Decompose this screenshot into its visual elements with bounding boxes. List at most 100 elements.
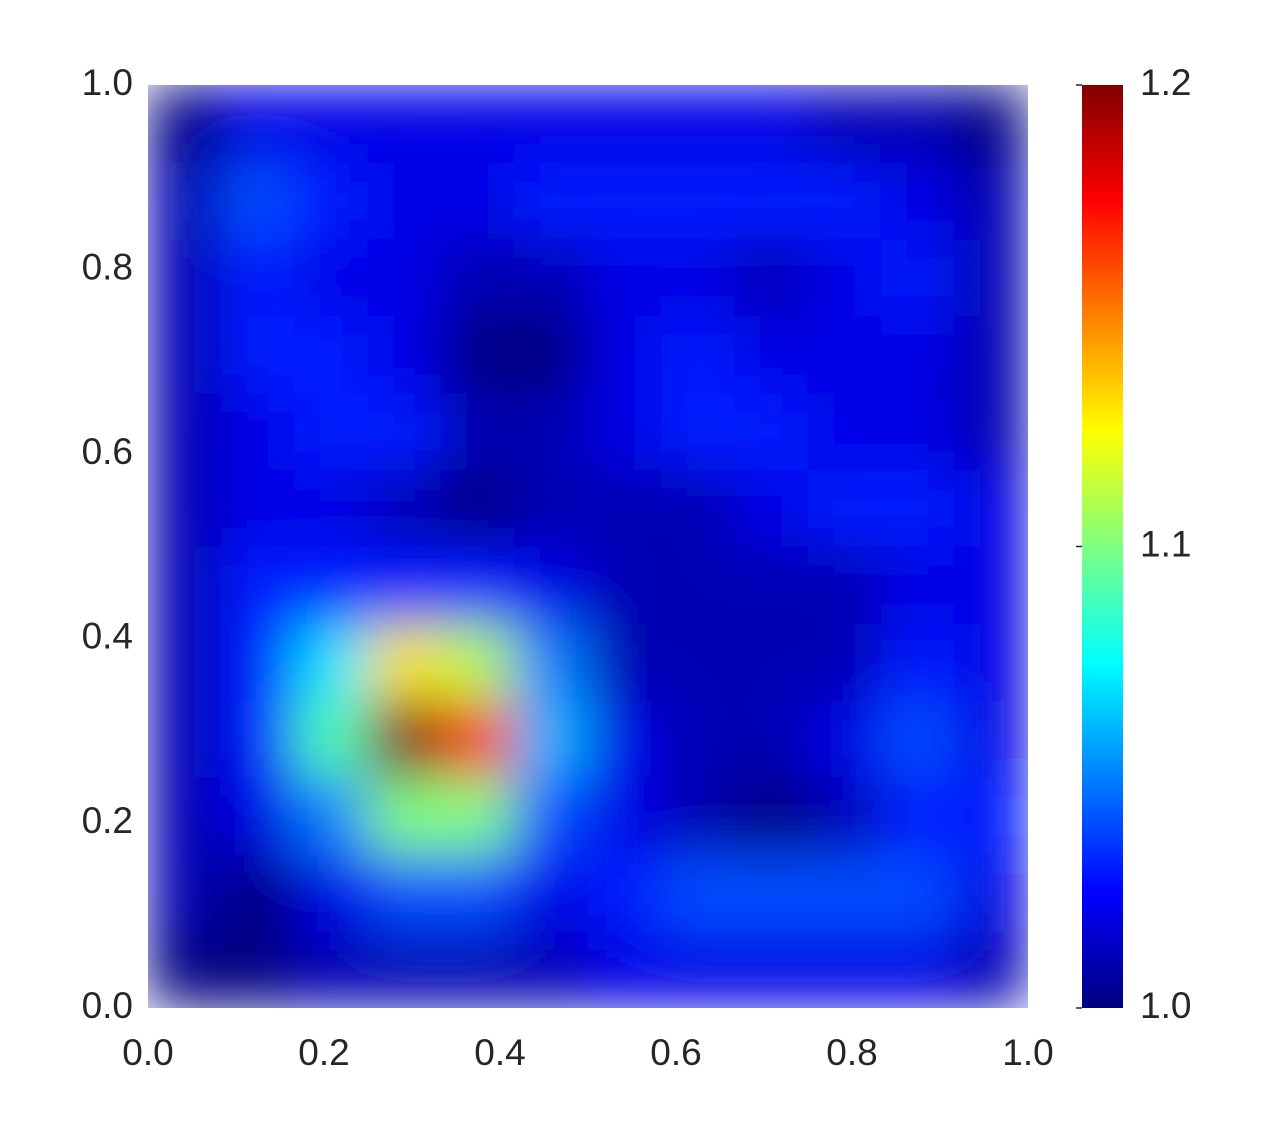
heat-cell — [220, 238, 296, 316]
heat-cell — [440, 161, 516, 240]
heat-cell — [880, 622, 956, 701]
heat-cell — [367, 622, 443, 701]
x-tick-label: 0.6 — [650, 1032, 701, 1073]
heat-cell — [293, 546, 369, 625]
heat-cell — [220, 85, 296, 163]
heat-cell — [440, 699, 516, 778]
heat-cell — [367, 777, 443, 855]
heat-cell — [660, 238, 736, 316]
heat-cell — [513, 546, 589, 625]
heat-cell — [148, 777, 223, 855]
heat-cell — [440, 546, 516, 625]
heat-cell — [148, 238, 223, 316]
heat-cell — [587, 853, 663, 932]
y-tick-label: 0.0 — [82, 985, 133, 1026]
heat-cell — [148, 85, 223, 163]
heat-cell — [293, 315, 369, 394]
heat-cell — [513, 238, 589, 316]
heat-cell — [880, 392, 956, 471]
x-tick-label: 1.0 — [1002, 1032, 1053, 1073]
heat-cell — [293, 777, 369, 855]
heat-cell — [220, 777, 296, 855]
heat-cell — [367, 546, 443, 625]
heat-cell — [880, 468, 956, 547]
heat-cell — [367, 468, 443, 547]
heat-cell — [587, 699, 663, 778]
x-tick-label: 0.4 — [474, 1032, 525, 1073]
heat-cell — [660, 853, 736, 932]
heat-cell — [807, 468, 883, 547]
heat-cell — [660, 930, 736, 1008]
heat-cell — [513, 853, 589, 932]
heat-cell — [660, 392, 736, 471]
heat-cell — [367, 238, 443, 316]
heat-cell — [880, 777, 956, 855]
heat-cell — [367, 315, 443, 394]
heat-cell — [807, 85, 883, 163]
heat-cell — [440, 777, 516, 855]
heat-cell — [660, 468, 736, 547]
heat-cell — [220, 161, 296, 240]
heat-cell — [587, 238, 663, 316]
heat-cell — [953, 392, 1028, 471]
heat-cell — [220, 315, 296, 394]
heat-cell — [733, 315, 809, 394]
heat-cell — [733, 546, 809, 625]
heat-cell — [953, 161, 1028, 240]
heat-cell — [440, 238, 516, 316]
heat-cell — [953, 238, 1028, 316]
heat-cell — [293, 622, 369, 701]
y-tick-label: 0.2 — [82, 800, 133, 841]
heat-cell — [148, 699, 223, 778]
heat-cell — [440, 853, 516, 932]
heat-cell — [953, 315, 1028, 394]
heat-cell — [733, 161, 809, 240]
heat-cell — [733, 468, 809, 547]
heat-cell — [513, 777, 589, 855]
heat-cell — [733, 699, 809, 778]
heat-cell — [953, 85, 1028, 163]
heat-cell — [807, 238, 883, 316]
heat-cell — [293, 238, 369, 316]
heat-cell — [807, 622, 883, 701]
heat-cell — [880, 699, 956, 778]
heat-cell — [587, 392, 663, 471]
colorbar-tick-label: 1.0 — [1140, 985, 1191, 1026]
heat-cell — [807, 777, 883, 855]
heat-cell — [733, 930, 809, 1008]
heat-cell — [953, 777, 1028, 855]
heat-cell — [660, 699, 736, 778]
heat-cell — [293, 853, 369, 932]
heat-cell — [220, 853, 296, 932]
x-tick-label: 0.2 — [298, 1032, 349, 1073]
heat-cell — [513, 392, 589, 471]
heat-cell — [440, 315, 516, 394]
heat-cell — [660, 315, 736, 394]
heat-cell — [367, 161, 443, 240]
heat-cell — [513, 930, 589, 1008]
heat-cell — [220, 930, 296, 1008]
y-tick-label: 1.0 — [82, 62, 133, 103]
heat-cell — [660, 546, 736, 625]
heat-cell — [220, 392, 296, 471]
colorbar-tick-label: 1.2 — [1140, 62, 1191, 103]
heat-cell — [733, 853, 809, 932]
heat-cell — [587, 777, 663, 855]
heat-cell — [148, 392, 223, 471]
heat-cell — [880, 546, 956, 625]
plot-area — [148, 85, 1028, 1008]
heat-cell — [880, 930, 956, 1008]
heat-cell — [660, 622, 736, 701]
y-tick-label: 0.4 — [82, 616, 133, 657]
heat-cell — [513, 315, 589, 394]
heat-cell — [587, 315, 663, 394]
heat-cell — [587, 161, 663, 240]
heat-cell — [880, 853, 956, 932]
heat-cell — [587, 546, 663, 625]
heat-cell — [733, 238, 809, 316]
heat-cell — [220, 546, 296, 625]
heat-cell — [293, 468, 369, 547]
heat-cell — [733, 622, 809, 701]
heat-cell — [293, 392, 369, 471]
heat-cell — [293, 699, 369, 778]
